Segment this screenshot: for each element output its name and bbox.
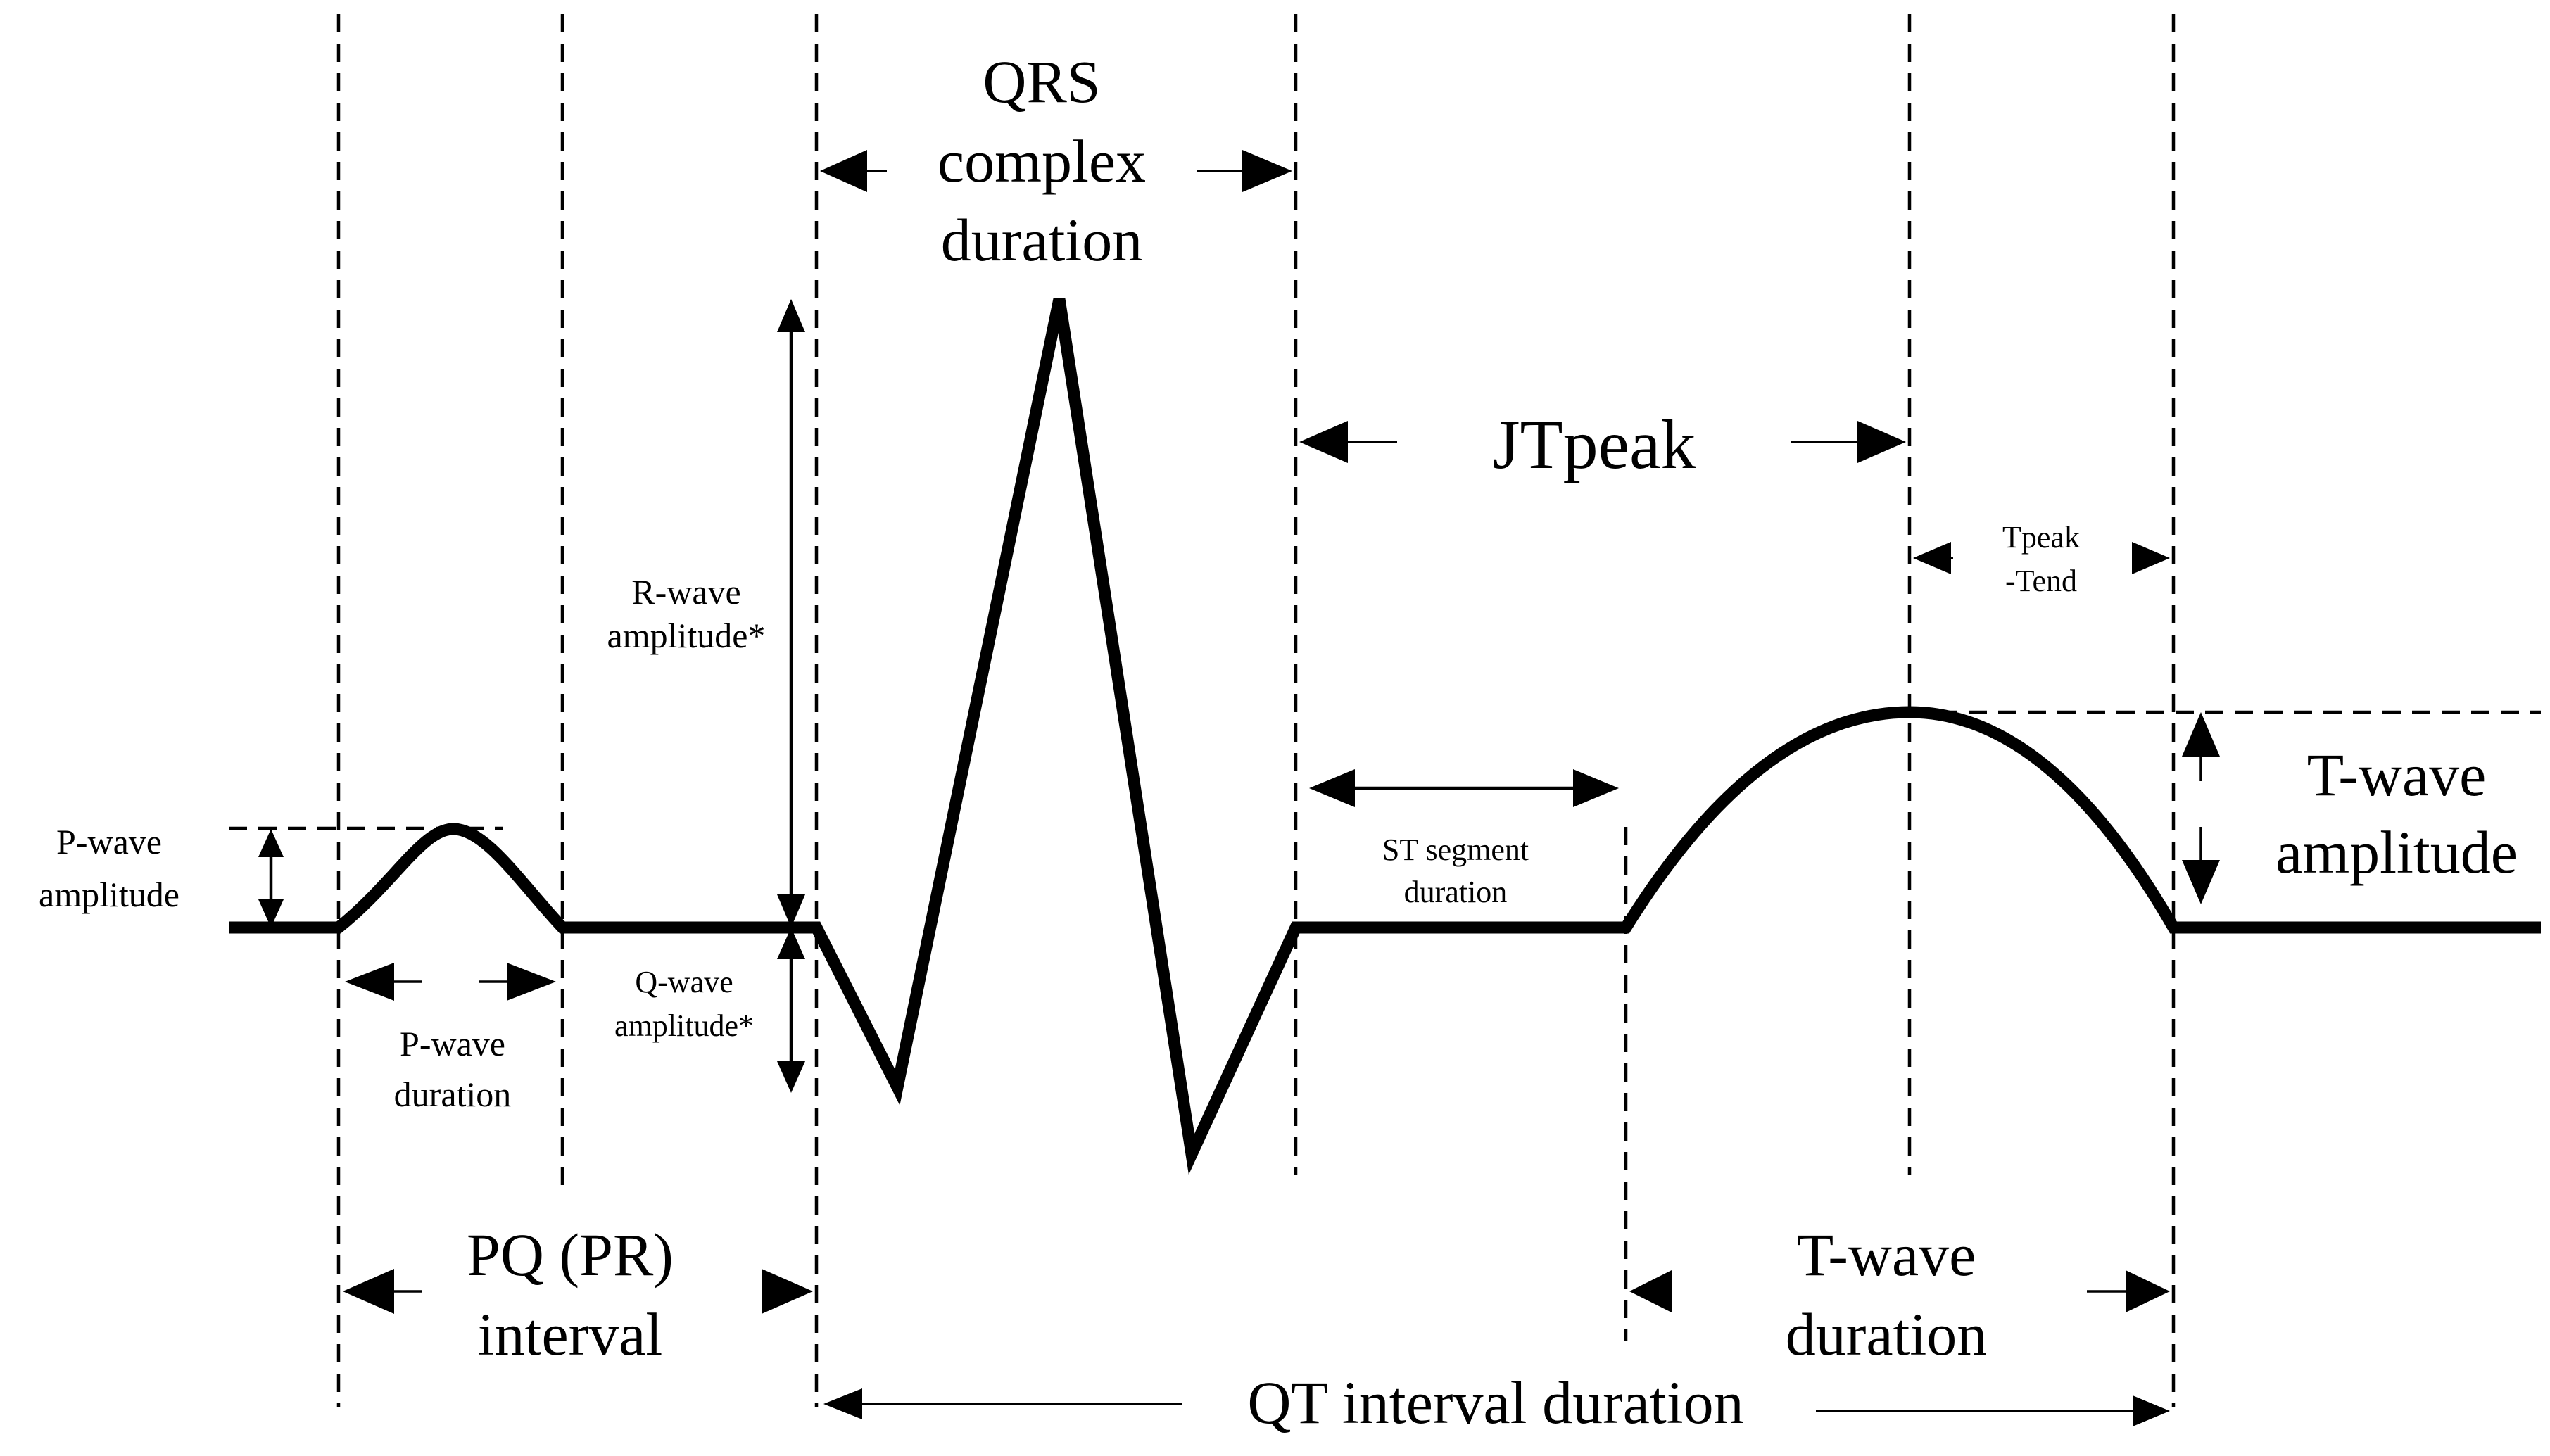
- r-wave-amplitude-label-1: R-wave: [631, 572, 741, 612]
- st-segment-label-1: ST segment: [1382, 833, 1529, 867]
- tpeak-tend-label-1: Tpeak: [2002, 520, 2080, 555]
- qrs-duration-arrows: [820, 150, 1292, 192]
- p-wave-amplitude-arrow: [258, 829, 284, 928]
- t-wave-duration-label-2: duration: [1786, 1300, 1988, 1368]
- pq-interval-label-2: interval: [478, 1300, 663, 1368]
- guide-lines: [229, 14, 2541, 1407]
- t-wave-amplitude-arrows: [2182, 712, 2220, 904]
- p-wave-amplitude-label-1: P-wave: [56, 822, 162, 861]
- tpeak-tend-arrows: [1913, 542, 2170, 574]
- t-wave-amplitude-label-1: T-wave: [2307, 741, 2487, 809]
- q-wave-amplitude-label-1: Q-wave: [635, 965, 733, 999]
- p-wave-amplitude-label-2: amplitude: [39, 875, 179, 914]
- q-wave-amplitude-label-2: amplitude*: [614, 1008, 754, 1043]
- p-wave-duration-arrows: [345, 963, 556, 1001]
- p-wave-duration-label-1: P-wave: [400, 1024, 505, 1063]
- qrs-label-2: complex: [938, 127, 1146, 195]
- q-wave-amplitude-arrow: [777, 928, 805, 1093]
- qt-interval-label: QT interval duration: [1247, 1369, 1743, 1436]
- jtpeak-label: JTpeak: [1493, 405, 1696, 483]
- jtpeak-arrows: [1299, 421, 1906, 463]
- qrs-label-1: QRS: [983, 48, 1100, 115]
- tpeak-tend-label-2: -Tend: [2005, 564, 2077, 598]
- t-wave-duration-arrows: [1629, 1270, 2170, 1312]
- st-segment-label-2: duration: [1404, 875, 1508, 909]
- ecg-trace: [229, 298, 2541, 1175]
- pq-interval-arrows: [343, 1269, 813, 1314]
- r-wave-amplitude-label-2: amplitude*: [607, 616, 766, 655]
- qt-interval-arrows: [823, 1388, 2170, 1426]
- p-wave-duration-label-2: duration: [394, 1075, 512, 1114]
- pq-interval-label-1: PQ (PR): [467, 1221, 674, 1289]
- t-wave-amplitude-label-2: amplitude: [2276, 818, 2518, 886]
- qrs-label-3: duration: [941, 206, 1143, 274]
- st-segment-arrow: [1309, 769, 1619, 807]
- t-wave-duration-label-1: T-wave: [1797, 1221, 1976, 1289]
- r-wave-amplitude-arrow: [777, 299, 805, 928]
